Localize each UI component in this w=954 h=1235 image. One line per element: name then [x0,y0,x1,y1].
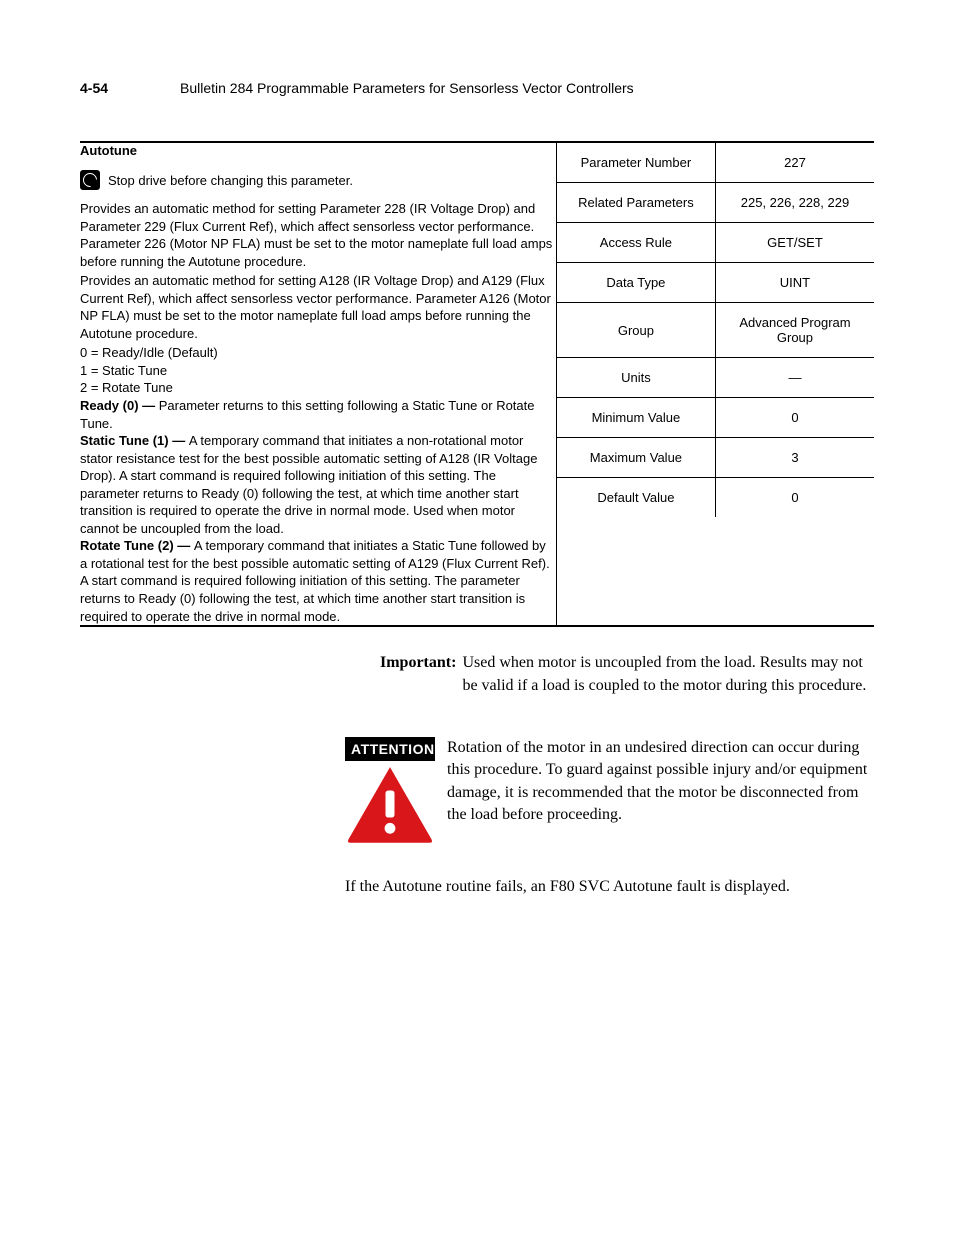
rotate-label: Rotate Tune (2) — [80,538,194,553]
page-number: 4-54 [80,80,180,96]
description-block: Provides an automatic method for setting… [80,200,556,625]
prop-label: Group [557,303,716,358]
table-row: Maximum Value3 [557,438,874,478]
parameter-description-cell: Autotune Stop drive before changing this… [80,142,556,626]
stop-notice-text: Stop drive before changing this paramete… [108,173,353,188]
table-row: Default Value0 [557,478,874,518]
warning-triangle-icon [345,765,435,843]
option-1: 1 = Static Tune [80,362,556,380]
table-row: Data TypeUINT [557,263,874,303]
desc-paragraph-1: Provides an automatic method for setting… [80,200,556,270]
static-text: A temporary command that initiates a non… [80,433,537,536]
footer-note: If the Autotune routine fails, an F80 SV… [345,878,874,896]
stop-icon [80,170,100,190]
desc-paragraph-2: Provides an automatic method for setting… [80,272,556,342]
header-title: Bulletin 284 Programmable Parameters for… [180,80,634,96]
rotate-desc: Rotate Tune (2) — A temporary command th… [80,537,556,625]
attention-icon-column: ATTENTION [345,737,435,848]
prop-value: 3 [715,438,874,478]
prop-label: Maximum Value [557,438,716,478]
ready-label: Ready (0) — [80,398,159,413]
table-row: Related Parameters225, 226, 228, 229 [557,183,874,223]
table-row: Minimum Value0 [557,398,874,438]
stop-notice-row: Stop drive before changing this paramete… [80,170,556,190]
attention-badge: ATTENTION [345,737,435,761]
table-row: GroupAdvanced Program Group [557,303,874,358]
parameter-title: Autotune [80,143,556,158]
prop-value: Advanced Program Group [715,303,874,358]
prop-value: 227 [715,143,874,183]
attention-text: Rotation of the motor in an undesired di… [447,737,874,848]
static-desc: Static Tune (1) — A temporary command th… [80,432,556,537]
static-label: Static Tune (1) — [80,433,189,448]
page: 4-54 Bulletin 284 Programmable Parameter… [0,0,954,936]
prop-value: 0 [715,398,874,438]
prop-label: Units [557,358,716,398]
prop-value: 0 [715,478,874,518]
option-0: 0 = Ready/Idle (Default) [80,344,556,362]
properties-column: Parameter Number227 Related Parameters22… [556,142,874,626]
attention-block: ATTENTION Rotation of the motor in an un… [345,737,874,848]
prop-value: GET/SET [715,223,874,263]
table-row: Units— [557,358,874,398]
table-row: Access RuleGET/SET [557,223,874,263]
page-header: 4-54 Bulletin 284 Programmable Parameter… [80,80,874,96]
prop-label: Default Value [557,478,716,518]
important-block: Important: Used when motor is uncoupled … [380,652,874,697]
prop-label: Parameter Number [557,143,716,183]
prop-label: Access Rule [557,223,716,263]
prop-value: — [715,358,874,398]
important-text: Used when motor is uncoupled from the lo… [462,652,874,697]
parameter-table: Autotune Stop drive before changing this… [80,141,874,627]
important-label: Important: [380,652,456,697]
prop-label: Related Parameters [557,183,716,223]
option-2: 2 = Rotate Tune [80,379,556,397]
prop-label: Minimum Value [557,398,716,438]
properties-table: Parameter Number227 Related Parameters22… [557,143,874,517]
ready-desc: Ready (0) — Parameter returns to this se… [80,397,556,432]
prop-value: UINT [715,263,874,303]
table-row: Parameter Number227 [557,143,874,183]
prop-label: Data Type [557,263,716,303]
prop-value: 225, 226, 228, 229 [715,183,874,223]
